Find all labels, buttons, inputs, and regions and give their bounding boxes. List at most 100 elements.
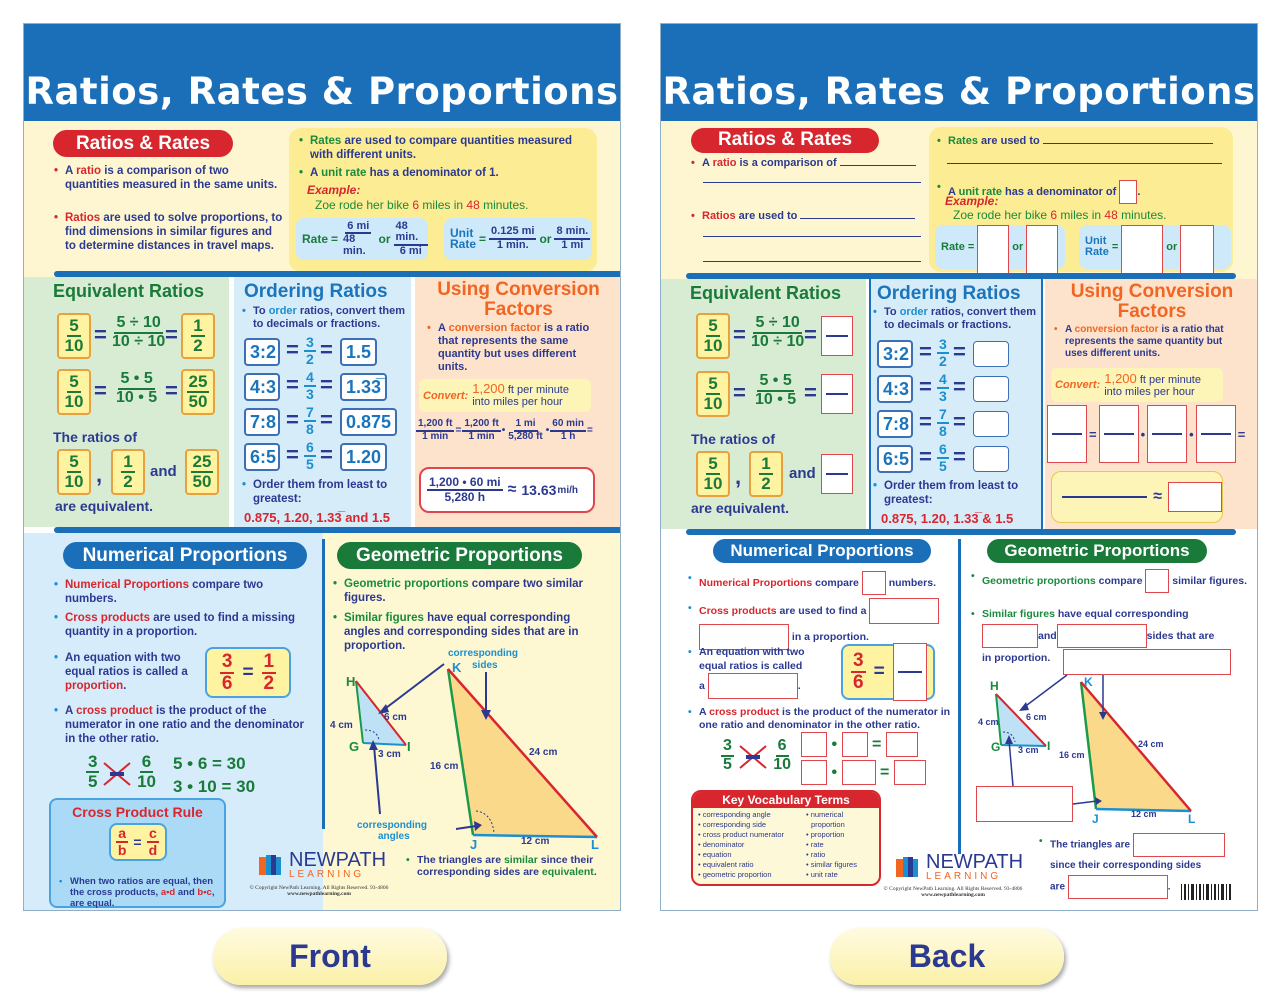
text-run: compare: [812, 576, 859, 589]
back-button[interactable]: Back: [830, 928, 1064, 985]
text-run: conversion factor: [448, 322, 541, 334]
answer-box[interactable]: [976, 786, 1073, 822]
answer-box[interactable]: [973, 341, 1009, 367]
answer-box[interactable]: [1147, 405, 1188, 463]
vocabulary-term: • ratio: [806, 850, 826, 859]
answer-box[interactable]: [707, 673, 798, 699]
text-run: proportion: [65, 680, 124, 692]
answer-box[interactable]: [977, 225, 1010, 277]
cross-product-def: A cross product is the product of the nu…: [54, 704, 304, 746]
text-run: A: [65, 165, 77, 177]
answer-box[interactable]: [1119, 180, 1138, 204]
answer-box[interactable]: [973, 411, 1009, 437]
order-instruction: Order them from least to greatest:: [873, 479, 1038, 507]
answer-box[interactable]: [1098, 405, 1139, 463]
example-label: Example:: [945, 194, 999, 208]
text-run: ratio: [76, 165, 101, 177]
answer-line[interactable]: [703, 182, 921, 183]
vocabulary-list: • numerical proportion • proportion • rate…: [805, 810, 875, 880]
answer-box[interactable]: [1121, 225, 1164, 277]
answer-box[interactable]: [973, 376, 1009, 402]
answer-box[interactable]: [821, 316, 853, 356]
answer-box[interactable]: [1145, 569, 1170, 593]
measure-label: 4 cm: [978, 717, 999, 727]
text-run: 48: [466, 198, 480, 212]
vertex-label: G: [991, 740, 1000, 754]
ratios-rates-heading: Ratios & Rates: [691, 128, 879, 153]
text-run: A: [702, 157, 713, 169]
answer-box[interactable]: [861, 571, 886, 595]
text-run: are used to: [977, 135, 1040, 147]
proportion-example: 3 6 =: [841, 643, 935, 701]
answer-box[interactable]: [893, 760, 926, 786]
are-equivalent-label: are equivalent.: [691, 500, 790, 516]
answer-box[interactable]: [1067, 875, 1168, 899]
equivalent-ratios-heading: Equivalent Ratios: [53, 281, 205, 301]
answer-box[interactable]: [869, 598, 940, 624]
ratios-rates-heading: Ratios & Rates: [53, 130, 233, 157]
text-run: Cross products: [65, 612, 150, 624]
numerator: 7: [304, 404, 316, 422]
vocabulary-term: • cross product numerator: [698, 830, 784, 839]
answer-line[interactable]: [947, 163, 1222, 164]
measure-label: 3 cm: [1018, 745, 1039, 755]
answer-box[interactable]: [1195, 405, 1236, 463]
answer-box[interactable]: [1180, 225, 1215, 277]
answer-line[interactable]: [1042, 143, 1213, 144]
rates-definition: Rates are used to compare quantities mea…: [299, 134, 579, 162]
answer-box[interactable]: [1047, 405, 1087, 463]
unit-rate-box: Unit Rate = or: [1079, 225, 1231, 277]
answer-box[interactable]: [821, 374, 853, 414]
answer-box[interactable]: [821, 454, 853, 494]
text-run: .: [123, 680, 127, 692]
answer-box[interactable]: [892, 643, 927, 701]
text-run: miles in: [1057, 208, 1105, 222]
vocabulary-box: Key Vocabulary Terms • corresponding ang…: [691, 790, 881, 886]
divider: [686, 273, 1236, 279]
answer-box[interactable]: [1168, 482, 1222, 512]
ratio-box: 3:2: [877, 340, 913, 368]
divider: [686, 529, 1236, 535]
answer-box[interactable]: [1063, 649, 1231, 675]
and-label: and: [789, 465, 816, 482]
answer-box[interactable]: [973, 446, 1009, 472]
answer-box[interactable]: [1132, 833, 1225, 857]
rate-box: Rate = 6 mi 48 min. or 48 min. 6 mi: [296, 218, 428, 260]
text-run: minutes.: [1117, 208, 1167, 222]
fraction-box: 25 50: [181, 369, 215, 415]
operator: =: [1089, 426, 1097, 442]
answer-box[interactable]: [801, 732, 827, 758]
equals-sign: =: [320, 372, 333, 397]
answer-box[interactable]: [841, 760, 876, 786]
conversion-result-blank: ≈: [1051, 471, 1223, 523]
header-band: [24, 24, 620, 121]
denominator: 2: [939, 352, 947, 369]
answer-line[interactable]: [800, 218, 916, 219]
answer-box[interactable]: [1026, 225, 1059, 277]
answer-box[interactable]: [801, 760, 827, 786]
answer-line[interactable]: [703, 236, 921, 237]
text-run: Numerical Proportions: [699, 576, 813, 589]
are-equivalent-label: are equivalent.: [55, 498, 154, 514]
operator: •: [1140, 426, 1146, 442]
answer-box[interactable]: [982, 624, 1038, 648]
text-run: compare two similar figures.: [344, 578, 584, 604]
fraction-line: [1200, 433, 1231, 435]
answer-box[interactable]: [1056, 624, 1147, 648]
answer-box[interactable]: [841, 732, 868, 758]
text-run: unit rate: [958, 185, 1002, 198]
answer-box[interactable]: [885, 732, 918, 758]
text-run: ratio: [712, 157, 737, 169]
answer-line[interactable]: [839, 165, 916, 166]
answer-line[interactable]: [703, 261, 921, 262]
front-button[interactable]: Front: [213, 928, 447, 985]
equals-sign: =: [320, 407, 333, 432]
proportion-def: An equation with two equal ratios is cal…: [54, 651, 204, 693]
conversion-definition: A conversion factor is a ratio that repr…: [427, 322, 607, 374]
